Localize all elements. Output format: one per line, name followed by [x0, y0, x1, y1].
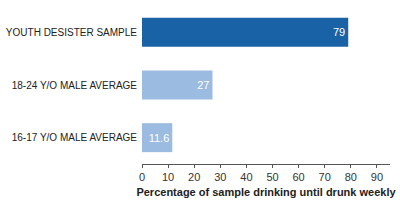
svg-text:11.6: 11.6 [149, 132, 170, 144]
svg-text:60: 60 [293, 171, 305, 183]
svg-text:10: 10 [162, 171, 174, 183]
svg-text:30: 30 [214, 171, 226, 183]
svg-text:79: 79 [333, 26, 345, 38]
svg-text:Percentage of sample drinking: Percentage of sample drinking until drun… [136, 186, 396, 198]
svg-text:16-17 Y/O MALE AVERAGE: 16-17 Y/O MALE AVERAGE [12, 132, 138, 143]
svg-text:40: 40 [240, 171, 252, 183]
svg-text:20: 20 [188, 171, 200, 183]
svg-text:90: 90 [371, 171, 383, 183]
svg-text:80: 80 [345, 171, 357, 183]
svg-text:70: 70 [319, 171, 331, 183]
svg-text:18-24 Y/O MALE AVERAGE: 18-24 Y/O MALE AVERAGE [12, 80, 138, 91]
svg-text:YOUTH DESISTER SAMPLE: YOUTH DESISTER SAMPLE [6, 27, 137, 38]
svg-text:27: 27 [197, 79, 209, 91]
svg-text:0: 0 [139, 171, 145, 183]
svg-text:50: 50 [266, 171, 278, 183]
